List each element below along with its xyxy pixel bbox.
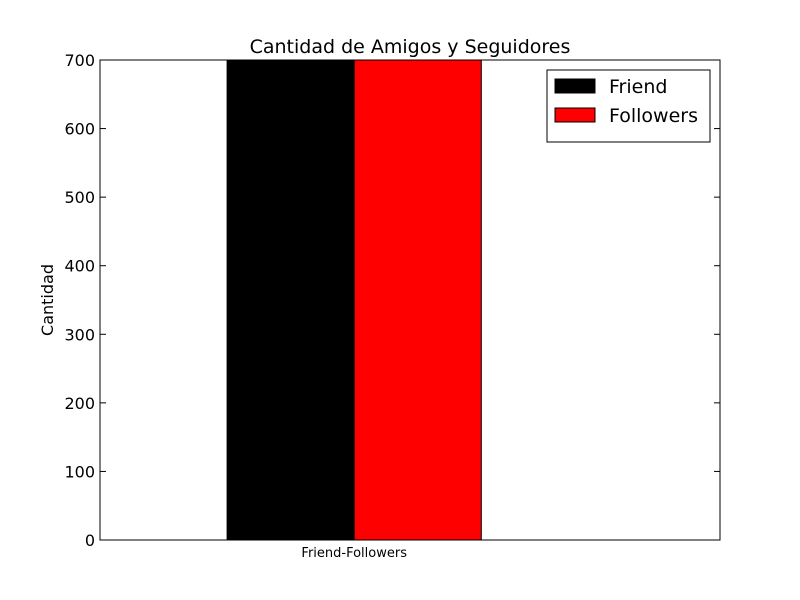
y-tick-label: 100: [64, 462, 95, 481]
legend-swatch-friend: [554, 78, 596, 94]
x-axis-categories: Friend-Followers: [301, 546, 407, 561]
y-tick-label: 0: [85, 531, 95, 550]
legend-label-followers: Followers: [609, 105, 698, 127]
chart-title: Cantidad de Amigos y Seguidores: [250, 36, 571, 58]
y-tick-label: 600: [64, 120, 95, 139]
legend: Friend Followers: [546, 69, 711, 143]
legend-label-friend: Friend: [609, 76, 667, 98]
y-tick-label: 400: [64, 257, 95, 276]
y-tick-label: 700: [64, 51, 95, 70]
bar-followers: [353, 59, 482, 541]
bar-friend: [226, 59, 355, 541]
y-tick-label: 200: [64, 394, 95, 413]
plot-frame: [99, 59, 721, 541]
y-tick-label: 300: [64, 325, 95, 344]
bars-layer: [226, 59, 482, 541]
y-tick-label: 500: [64, 188, 95, 207]
legend-swatch-followers: [554, 107, 596, 123]
x-category-label: Friend-Followers: [301, 546, 407, 561]
y-axis-label: Cantidad: [38, 264, 57, 336]
y-axis-ticks: 0 100 200 300 400 500 600 700: [64, 51, 720, 550]
